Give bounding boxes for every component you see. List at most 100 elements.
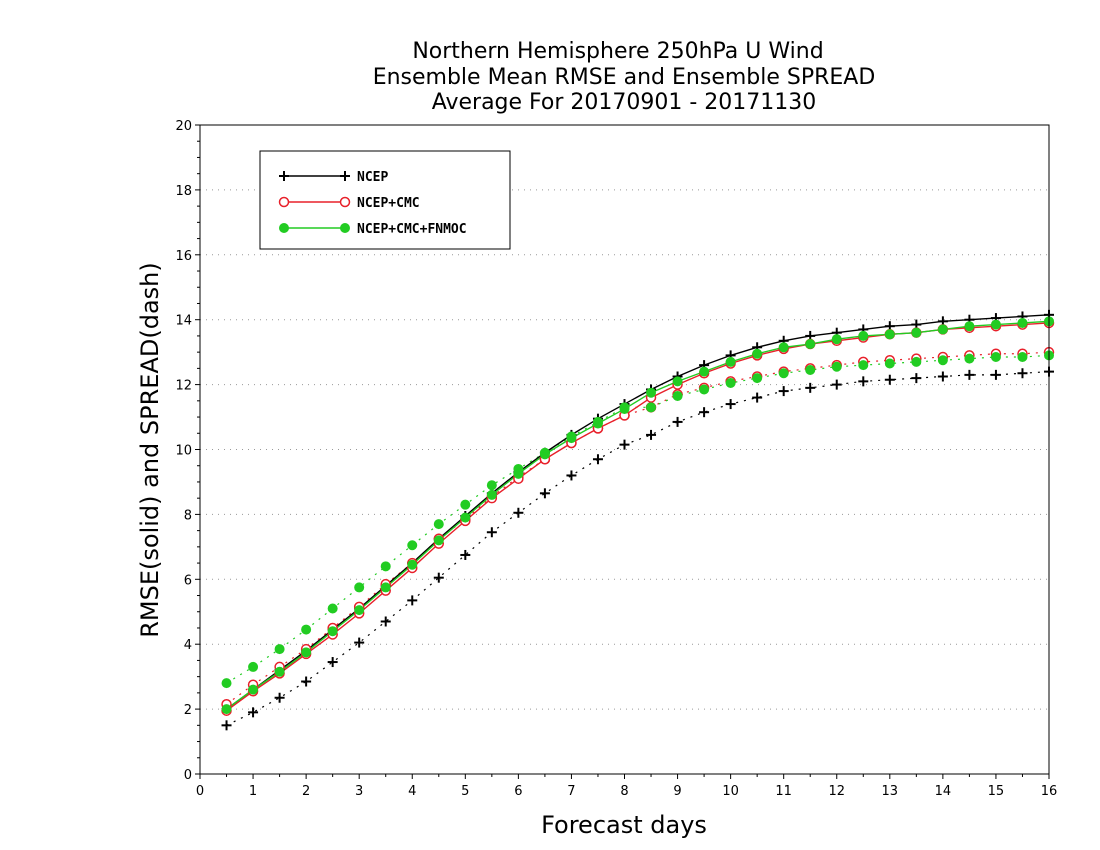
legend-marker-ncep-cmc [278,196,290,208]
ncep-spread-point [274,692,285,703]
y-tick-label: 14 [175,314,192,329]
ncep-cmc-fnmoc-spread-point [486,480,497,491]
ncep-spread-point [301,676,312,687]
ncep-cmc-fnmoc-rmse-point [380,582,391,593]
ncep-spread-point [725,399,736,410]
x-tick-label: 5 [461,784,469,799]
legend-label-ncep: NCEP [357,170,388,185]
ncep-spread-point [699,407,710,418]
ncep-spread-point [646,429,657,440]
chart-title-line-1: Northern Hemisphere 250hPa U Wind [412,39,823,64]
x-tick-label: 2 [302,784,310,799]
y-tick-label: 18 [175,184,192,199]
ncep-cmc-fnmoc-spread-point [884,358,895,369]
ncep-cmc-fnmoc-spread-point [248,661,259,672]
ncep-cmc-fnmoc-rmse-point [725,356,736,367]
ncep-spread-point [990,369,1001,380]
ncep-cmc-fnmoc-rmse-point [699,366,710,377]
x-tick-label: 12 [828,784,845,799]
y-tick-label: 8 [184,508,192,523]
ncep-spread-point [805,382,816,393]
x-tick-label: 10 [722,784,739,799]
legend-marker-ncep [340,171,350,181]
ncep-cmc-fnmoc-rmse-point [805,339,816,350]
ncep-cmc-fnmoc-spread-point [725,377,736,388]
ncep-spread-point [619,439,630,450]
ncep-cmc-spread-line [226,351,1050,705]
ncep-spread-point [592,454,603,465]
x-tick-label: 9 [673,784,681,799]
ncep-cmc-fnmoc-rmse-line [226,320,1050,710]
ncep-cmc-fnmoc-spread-point [646,402,657,413]
ncep-spread-line [226,371,1050,726]
legend-marker-ncep-cmc-fnmoc [279,223,289,233]
ncep-cmc-fnmoc-spread-point [407,540,418,551]
ncep-cmc-fnmoc-rmse-point [460,512,471,523]
ncep-cmc-fnmoc-rmse-point [248,684,259,695]
x-tick-label: 4 [408,784,416,799]
x-tick-label: 15 [988,784,1005,799]
ncep-cmc-fnmoc-rmse-point [778,342,789,353]
ncep-spread-point [778,386,789,397]
ncep-cmc-fnmoc-rmse-point [407,559,418,570]
legend: NCEP NCEP+CMC NCEP+CMC+FNMOC [259,150,511,250]
ncep-cmc-fnmoc-spread-point [301,624,312,635]
ncep-cmc-fnmoc-rmse-point [619,403,630,414]
series-area [221,309,1055,731]
legend-marker-ncep-cmc-fnmoc [340,223,350,233]
ncep-cmc-fnmoc-spread-point [778,368,789,379]
ncep-cmc-fnmoc-rmse-point [301,647,312,658]
ncep-cmc-fnmoc-spread-point [354,582,365,593]
ncep-spread-point [248,707,259,718]
x-tick-label: 13 [882,784,899,799]
x-tick-label: 1 [249,784,257,799]
y-tick-label: 2 [184,703,192,718]
ncep-spread-point [672,416,683,427]
legend-label-ncep-cmc: NCEP+CMC [357,196,420,211]
ncep-cmc-fnmoc-rmse-point [274,666,285,677]
y-tick-label: 6 [184,573,192,588]
ncep-cmc-fnmoc-rmse-point [752,348,763,359]
y-tick-label: 10 [175,444,192,459]
legend-box [259,150,511,250]
ncep-spread-point [380,616,391,627]
ncep-cmc-fnmoc-rmse-point [433,535,444,546]
ncep-cmc-fnmoc-spread-point [460,499,471,510]
y-tick-label: 12 [175,379,192,394]
ncep-cmc-fnmoc-rmse-point [884,329,895,340]
x-axis-label: Forecast days [541,811,707,839]
x-tick-label: 3 [355,784,363,799]
ncep-cmc-fnmoc-spread-point [752,373,763,384]
ncep-cmc-fnmoc-rmse-point [566,433,577,444]
y-tick-label: 4 [184,638,192,653]
ncep-spread-point [911,373,922,384]
ncep-cmc-fnmoc-spread-point [327,603,338,614]
ncep-spread-point [407,595,418,606]
ncep-cmc-fnmoc-spread-point [937,355,948,366]
x-tick-label: 6 [514,784,522,799]
ncep-cmc-fnmoc-rmse-point [858,330,869,341]
ncep-cmc-fnmoc-spread-line [226,354,1050,684]
ncep-cmc-fnmoc-rmse-point [592,418,603,429]
ncep-cmc-fnmoc-rmse-point [646,387,657,398]
ncep-cmc-fnmoc-spread-point [990,352,1001,363]
ncep-spread-point [354,637,365,648]
ncep-spread-point [752,392,763,403]
ncep-cmc-fnmoc-spread-point [831,361,842,372]
ncep-cmc-fnmoc-rmse-point [221,704,232,715]
ncep-spread-point [460,549,471,560]
x-tick-label: 14 [935,784,952,799]
ncep-cmc-fnmoc-rmse-point [354,605,365,616]
ncep-spread-point [858,376,869,387]
legend-label-ncep-cmc-fnmoc: NCEP+CMC+FNMOC [357,222,467,237]
chart-title: Northern Hemisphere 250hPa U Wind Ensemb… [373,39,876,115]
ncep-cmc-fnmoc-spread-point [911,356,922,367]
ncep-spread-point [539,488,550,499]
ncep-cmc-fnmoc-spread-point [274,644,285,655]
y-tick-label: 0 [184,768,192,783]
ncep-cmc-fnmoc-rmse-point [964,321,975,332]
ncep-spread-point [884,374,895,385]
ncep-cmc-fnmoc-rmse-point [911,327,922,338]
